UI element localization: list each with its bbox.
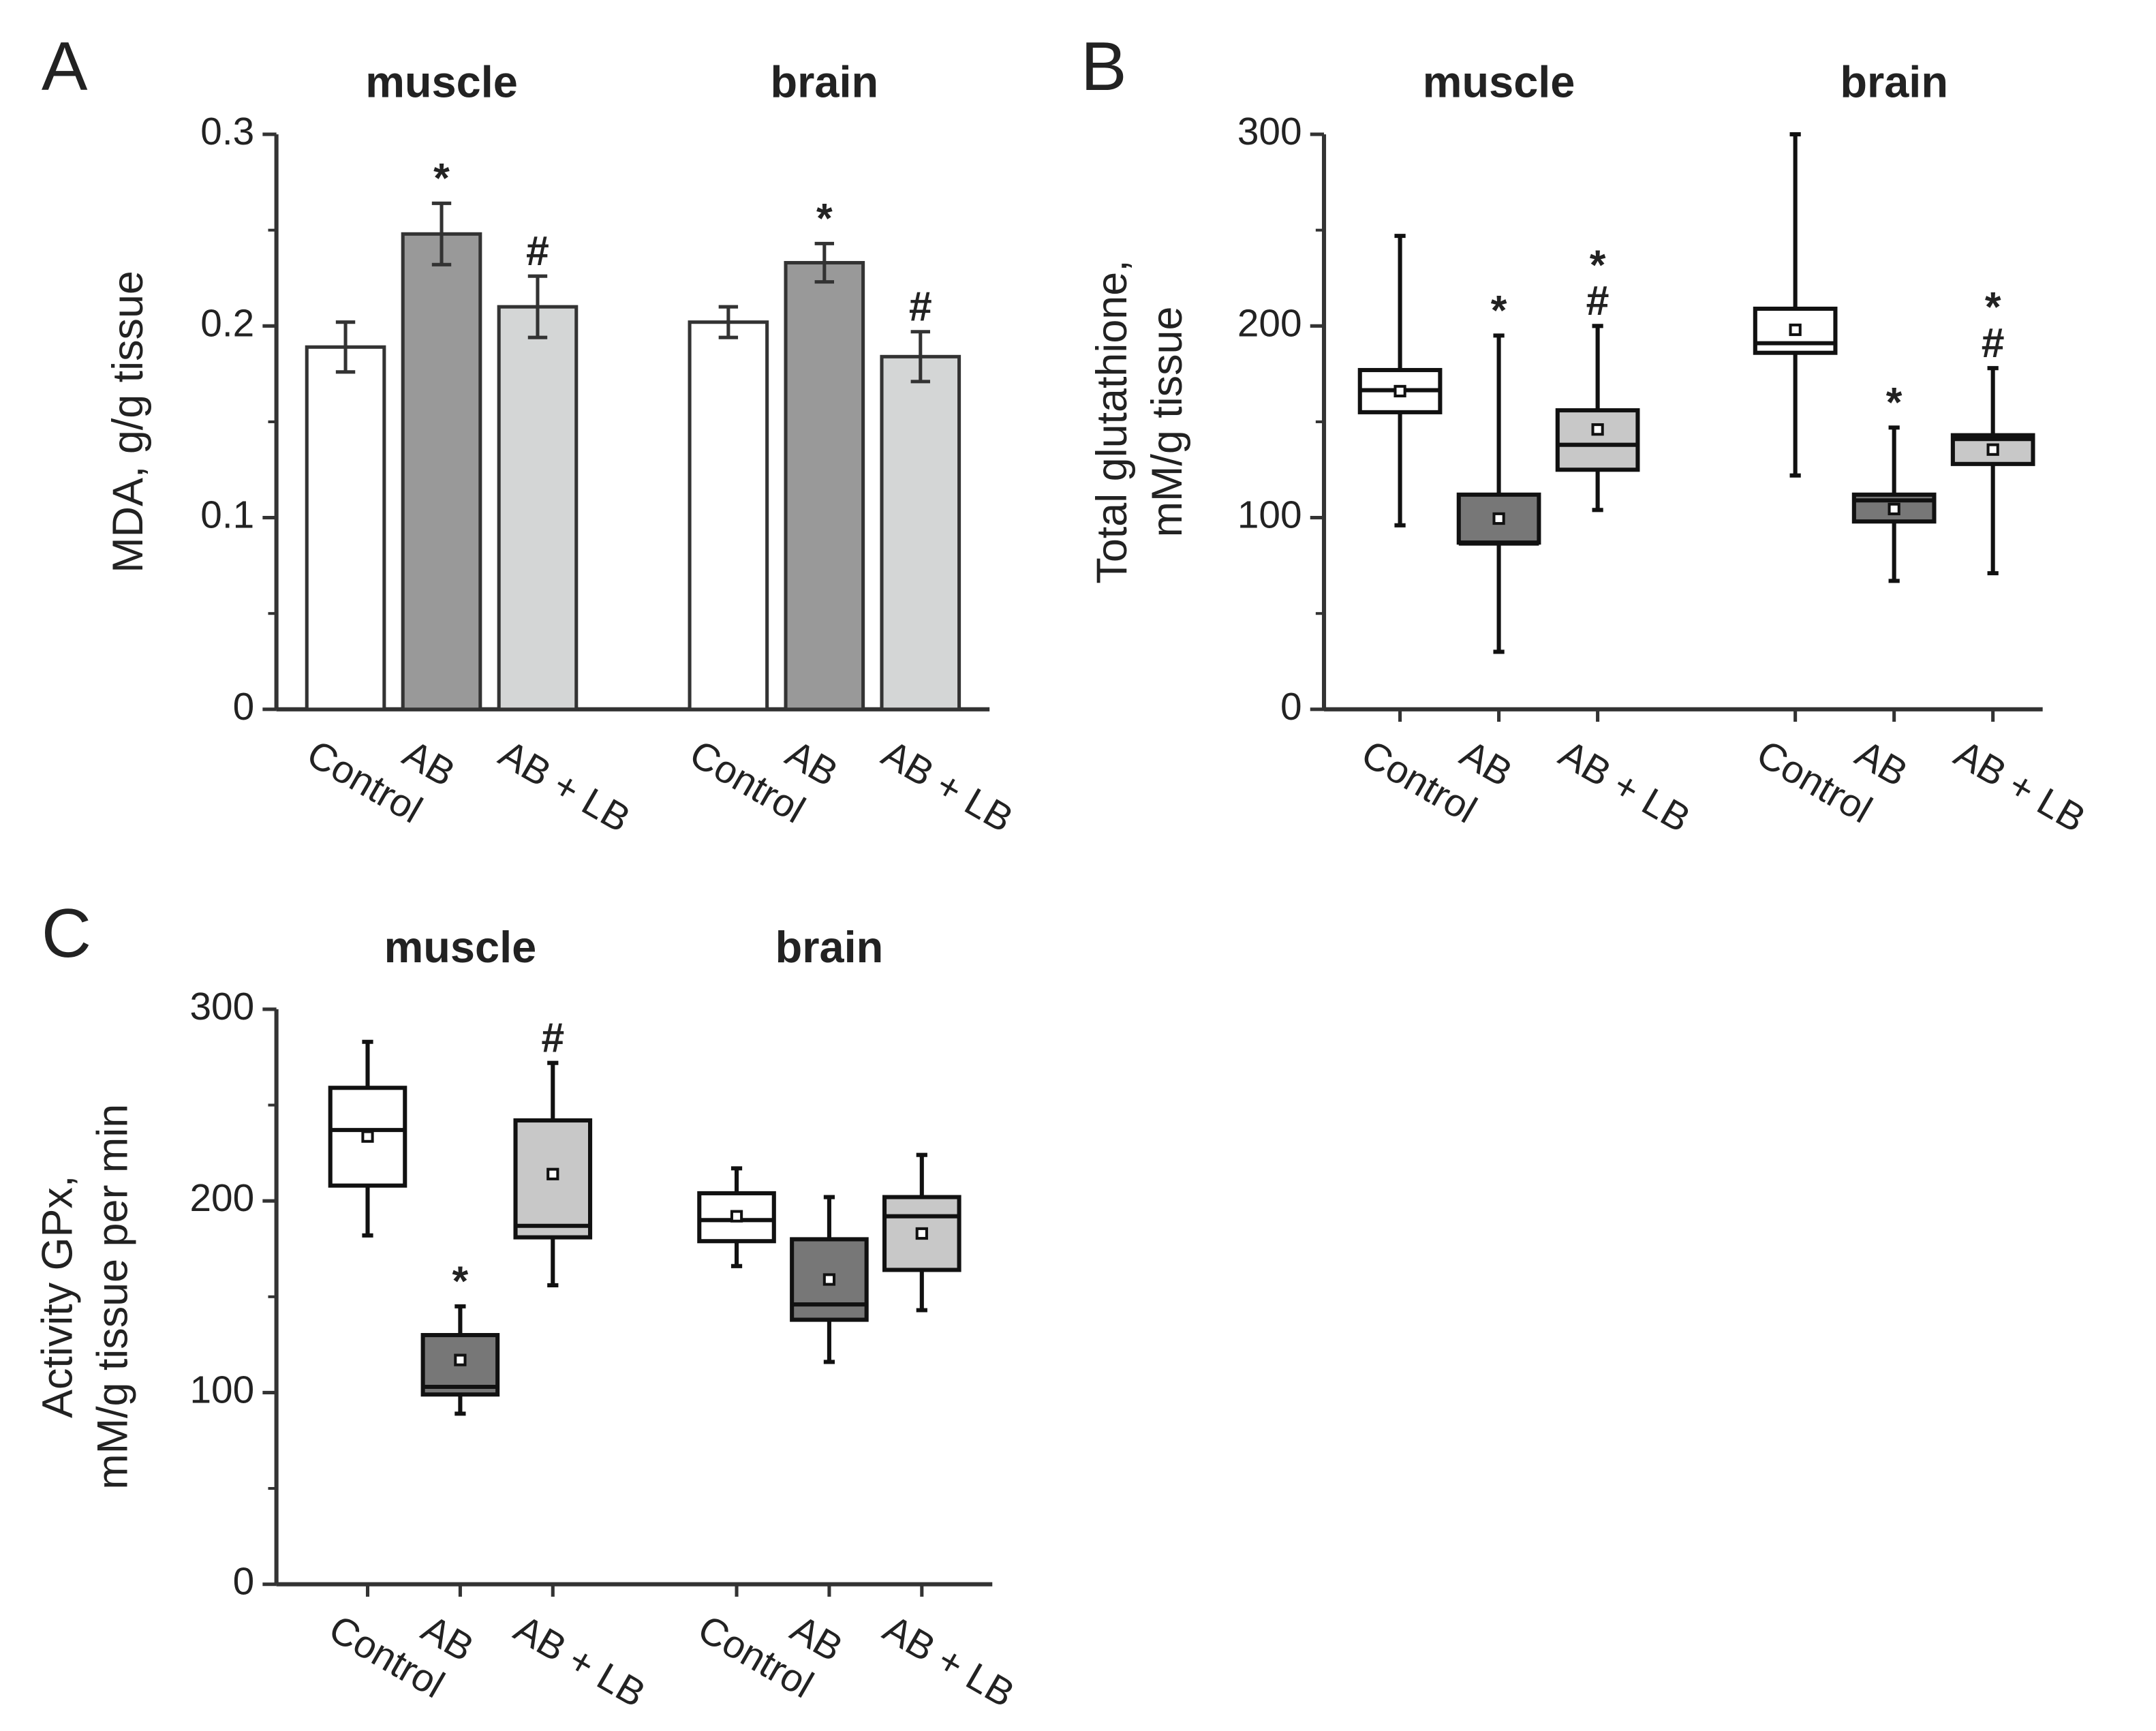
mean-marker	[1591, 423, 1604, 436]
y-axis-label: Activity GPx,	[33, 1176, 81, 1418]
y-tick-label: 0.3	[200, 110, 254, 153]
annotation: *	[1590, 241, 1606, 288]
group-label: muscle	[365, 57, 518, 106]
annotation: *	[1985, 284, 2001, 330]
box	[882, 1195, 961, 1272]
bar	[497, 305, 579, 711]
y-axis-label: mM/g tissue	[1143, 307, 1191, 538]
annotation: #	[1586, 277, 1610, 324]
annotation: #	[541, 1014, 564, 1060]
box	[420, 1333, 500, 1397]
group-label: brain	[1840, 57, 1948, 106]
group-label: brain	[775, 922, 884, 972]
y-tick-label: 200	[1237, 302, 1302, 345]
bar	[305, 345, 386, 711]
mean-marker	[1492, 512, 1505, 525]
y-tick-label: 0	[1280, 686, 1302, 729]
y-tick-label: 0	[233, 686, 255, 729]
mean-marker	[1789, 323, 1802, 337]
annotation: *	[452, 1258, 469, 1304]
mean-marker	[546, 1167, 559, 1180]
x-tick-label: AB + LB	[492, 733, 637, 841]
annotation: #	[526, 228, 549, 274]
x-tick-label: AB + LB	[874, 733, 1019, 841]
y-tick-label: 100	[189, 1368, 254, 1411]
x-tick-label: Control	[1749, 733, 1879, 832]
annotation: #	[909, 284, 932, 330]
x-tick-label: Control	[1354, 733, 1483, 832]
mean-marker	[454, 1353, 467, 1366]
y-tick-label: 100	[1237, 494, 1302, 537]
y-tick-label: 0.2	[200, 302, 254, 345]
mean-marker	[1888, 502, 1900, 516]
annotation: *	[816, 195, 833, 241]
x-tick-label: AB + LB	[1947, 733, 2092, 841]
group-label: muscle	[384, 922, 537, 972]
y-tick-label: 200	[189, 1177, 254, 1220]
group-label: muscle	[1423, 57, 1575, 106]
y-tick-label: 0.1	[200, 494, 254, 537]
annotation: *	[1491, 287, 1507, 333]
mean-marker	[1393, 384, 1406, 398]
bar	[784, 260, 865, 711]
mean-marker	[361, 1130, 374, 1143]
y-axis-label: Total glutathione,	[1088, 260, 1136, 583]
panel-letter: B	[1081, 28, 1127, 105]
mean-marker	[915, 1227, 928, 1240]
box	[1456, 492, 1541, 545]
mean-marker	[822, 1273, 836, 1286]
y-axis-label: mM/g tissue per min	[89, 1104, 137, 1490]
mean-marker	[1986, 443, 1999, 456]
annotation: *	[433, 155, 450, 201]
x-tick-label: AB + LB	[1552, 733, 1697, 841]
x-tick-label: AB + LB	[876, 1607, 1021, 1715]
mean-marker	[730, 1210, 743, 1223]
y-axis-label: MDA, g/g tissue	[104, 271, 152, 573]
bar	[880, 354, 961, 711]
panel-letter: C	[42, 895, 91, 972]
annotation: *	[1886, 379, 1903, 425]
x-tick-label: AB + LB	[507, 1607, 652, 1715]
bar	[401, 232, 482, 711]
y-tick-label: 300	[189, 985, 254, 1028]
y-tick-label: 300	[1237, 110, 1302, 153]
box	[1753, 306, 1838, 355]
bar	[688, 320, 769, 711]
y-tick-label: 0	[233, 1561, 255, 1604]
panel-letter: A	[42, 28, 88, 105]
box	[1555, 408, 1640, 472]
annotation: #	[1982, 320, 2005, 366]
group-label: brain	[770, 57, 878, 106]
